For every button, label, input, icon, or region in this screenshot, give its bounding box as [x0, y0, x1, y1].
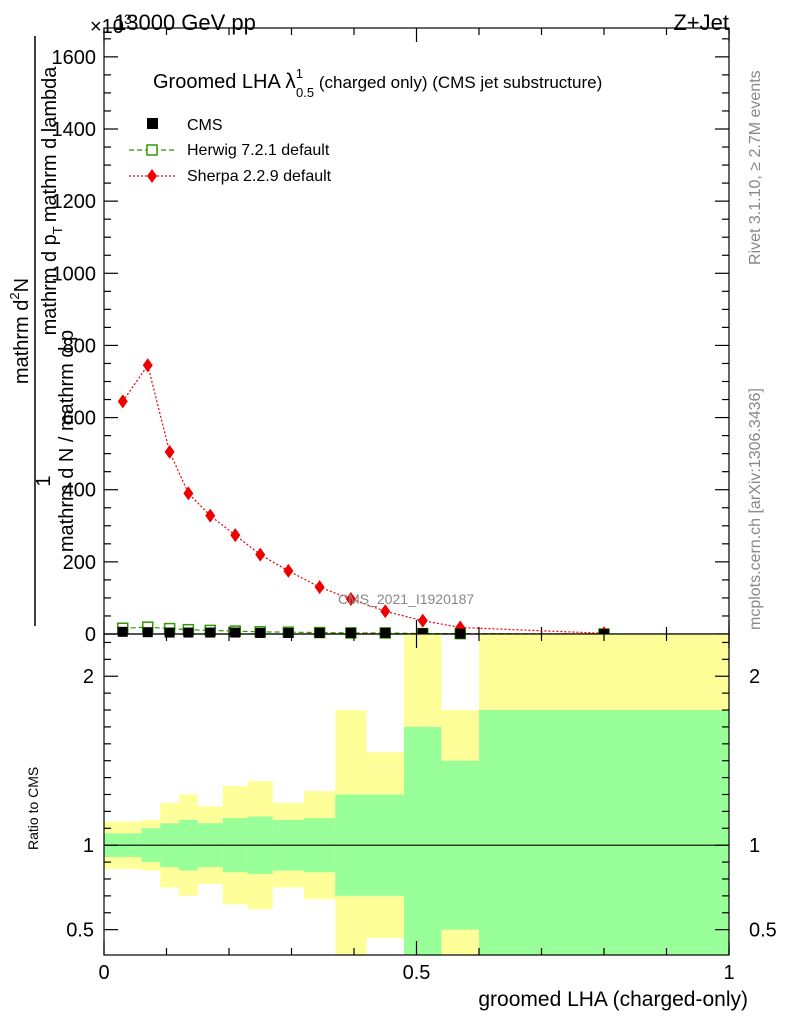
sherpa-point	[314, 580, 325, 595]
cms-point	[142, 627, 153, 638]
ratio-xtick-label: 0.5	[403, 962, 431, 984]
ratio-ytick-label-right: 0.5	[749, 920, 777, 942]
cms-point	[345, 627, 356, 638]
ylabel-numerator: mathrm d2N	[7, 278, 33, 384]
exponent-label: ×103	[90, 11, 132, 38]
ratio-y-axis-label: Ratio to CMS	[25, 767, 41, 850]
sherpa-line	[122, 363, 605, 634]
ratio-xtick-label: 0	[98, 962, 109, 984]
ratio-stat-band	[404, 726, 442, 955]
ratio-ytick-label-right: 2	[749, 666, 760, 688]
legend-sherpa-marker	[147, 169, 157, 183]
process-label: Z+Jet	[673, 10, 729, 35]
ratio-panel: 0.5 0.51 12 20 0.5 1	[66, 633, 777, 984]
legend-cms-marker	[147, 118, 158, 129]
sherpa-point	[255, 547, 266, 562]
main-ytick-label: 1400	[52, 119, 97, 141]
sherpa-point	[205, 508, 216, 523]
sherpa-point	[142, 358, 153, 373]
ratio-ytick-label-right: 1	[749, 835, 760, 857]
sherpa-point	[183, 486, 194, 501]
sherpa-point	[230, 528, 241, 543]
ylabel-mid: mathrm d pTmathrm d lambda	[39, 66, 65, 336]
main-series	[117, 358, 610, 641]
cms-point	[380, 627, 391, 638]
cms-point	[314, 627, 325, 638]
main-panel: 0 200 400 600 800 1000 1200 1400 1600	[52, 27, 730, 646]
main-ytick-label: 1200	[52, 191, 97, 213]
sherpa-point	[345, 592, 356, 607]
legend-herwig-marker	[146, 144, 158, 156]
main-ytick-label: 400	[63, 480, 96, 502]
ratio-ytick-label: 0.5	[66, 920, 94, 942]
rivet-label: Rivet 3.1.10, ≥ 2.7M events	[747, 70, 764, 265]
main-ytick-label: 0	[85, 624, 96, 646]
main-ytick-label: 1600	[52, 47, 97, 69]
cms-point	[117, 626, 128, 637]
legend-herwig-label: Herwig 7.2.1 default	[187, 142, 330, 159]
ratio-ytick-label: 1	[83, 835, 94, 857]
ratio-stat-band	[479, 710, 729, 955]
x-axis-label: groomed LHA (charged-only)	[478, 988, 748, 1011]
legend: CMS Herwig 7.2.1 default Sherpa 2.2.9 de…	[129, 117, 332, 185]
ylabel-one: 1	[33, 475, 55, 486]
sherpa-point	[380, 604, 391, 619]
cms-point	[230, 627, 241, 638]
cms-point	[255, 627, 266, 638]
sherpa-point	[417, 613, 428, 628]
ratio-xtick-label: 1	[723, 962, 734, 984]
main-y-ticks: 0 200 400 600 800 1000 1200 1400 1600	[52, 28, 730, 646]
cms-point	[283, 627, 294, 638]
legend-sherpa-label: Sherpa 2.2.9 default	[187, 168, 332, 185]
ratio-ticks: 0.5 0.51 12 20 0.5 1	[66, 634, 777, 984]
chart-title: Groomed LHA λ1 0.5 (charged only) (CMS je…	[153, 66, 602, 100]
main-ytick-label: 200	[63, 552, 96, 574]
main-ytick-label: 800	[63, 335, 96, 357]
cms-point	[183, 627, 194, 638]
sherpa-point	[164, 444, 175, 459]
cms-point	[417, 628, 428, 639]
sherpa-point	[283, 563, 294, 578]
main-ytick-label: 600	[63, 408, 96, 430]
ylabel-denominator: mathrm d N / mathrm d p	[56, 330, 78, 552]
herwig-line	[122, 626, 605, 635]
mcplots-label: mcplots.cern.ch [arXiv:1306.3436]	[747, 388, 764, 630]
main-y-axis-label: mathrm d2N 1 mathrm d N / mathrm d p mat…	[7, 36, 78, 626]
analysis-watermark: CMS_2021_I1920187	[338, 591, 474, 607]
cms-point	[205, 627, 216, 638]
energy-label: 13000 GeV pp	[114, 10, 256, 35]
ratio-frame	[103, 633, 730, 956]
sherpa-point	[117, 394, 128, 409]
main-ytick-label: 1000	[52, 263, 97, 285]
legend-cms-label: CMS	[187, 117, 223, 134]
ratio-ytick-label: 2	[83, 666, 94, 688]
ratio-bands	[104, 634, 729, 955]
cms-point	[164, 627, 175, 638]
